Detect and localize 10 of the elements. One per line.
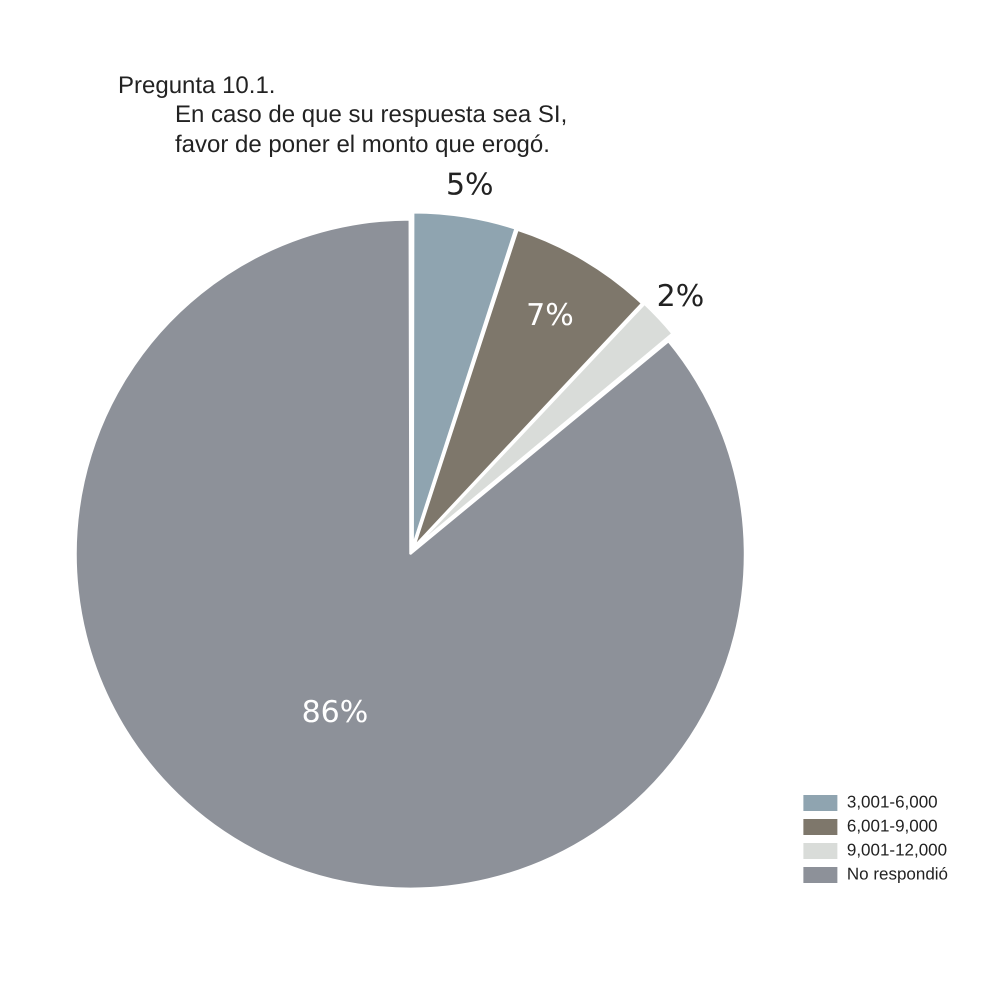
legend-label: 3,001-6,000	[846, 792, 938, 812]
data-label: 86%	[302, 695, 368, 730]
data-label: 2%	[656, 278, 704, 314]
chart-title: Pregunta 10.1.	[118, 72, 276, 100]
data-label: 7%	[526, 298, 574, 333]
legend-label: No respondió	[846, 864, 948, 884]
data-label: 5%	[446, 167, 494, 202]
legend-label: 6,001-9,000	[846, 816, 938, 836]
legend-label: 9,001-12,000	[846, 840, 948, 860]
chart-subtitle: En caso de que su respuesta sea SI, favor de poner el monto que erogó.	[175, 100, 568, 160]
